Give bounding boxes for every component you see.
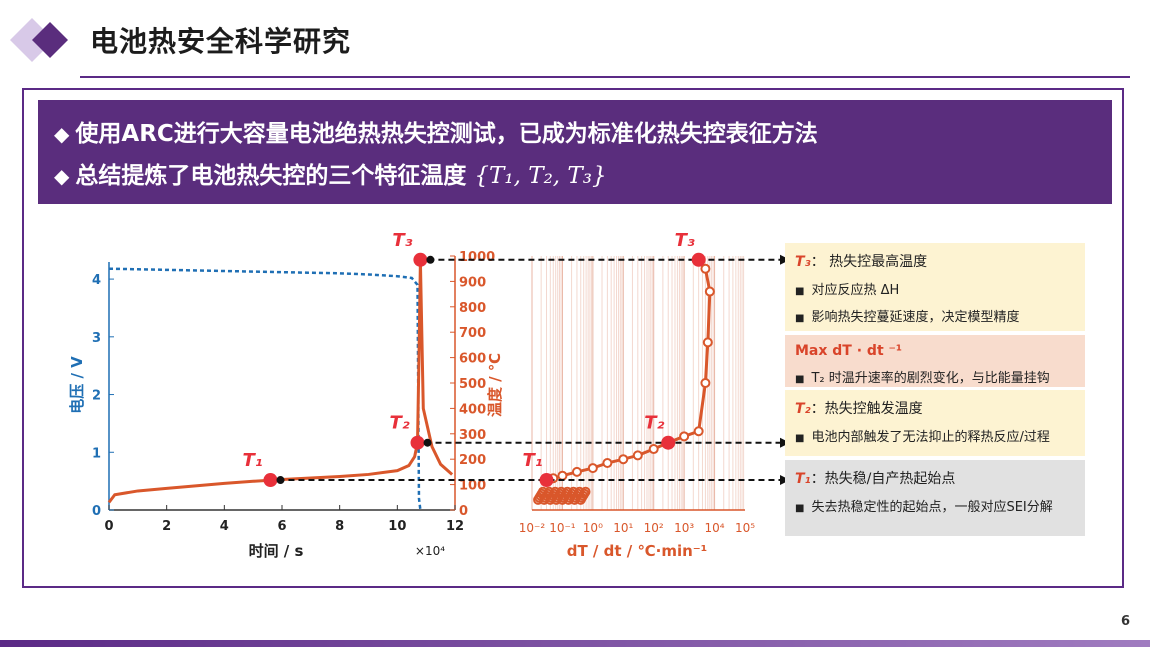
rate-data-point [693,426,704,437]
banner-line-2: ◆ 总结提炼了电池热失控的三个特征温度 {T₁, T₂, T₃} [54,163,607,189]
y-right-tick-label: 700 [459,326,486,341]
y-right-tick-label: 200 [459,453,486,468]
marker-dot-right [539,473,554,488]
y-right-axis-label: 温度 / ℃ [486,353,504,417]
x-tick-label: 0 [104,519,113,534]
t2-info-box: T₂：热失控触发温度 电池内部触发了无法抑止的释热反应/过程 [785,390,1085,456]
marker-dot-left [410,435,425,450]
x-tick-label: 8 [335,519,344,534]
marker-label-right: T₃ [675,230,695,251]
max-rate-label: Max dT · dt ⁻¹ [795,343,903,359]
rate-series-line [546,258,712,482]
t3-info-box: T₃： 热失控最高温度 对应反应热 ΔH 影响热失控蔓延速度，决定模型精度 [785,243,1085,331]
marker-label-left: T₃ [392,230,412,251]
x-multiplier-label: ×10⁴ [415,544,445,558]
summary-banner: ◆ 使用ARC进行大容量电池绝热热失控测试，已成为标准化热失控表征方法 ◆ 总结提炼… [38,100,1112,204]
y-right-tick-label: 800 [459,301,486,316]
marker-dot-right [661,435,676,450]
right-x-tick-label: 10⁰ [583,521,603,535]
y-right-tick-label: 600 [459,352,486,367]
y-left-tick-label: 0 [92,504,101,519]
y-left-tick-label: 4 [92,273,101,288]
rate-data-point [557,470,568,481]
right-x-tick-label: 10⁻¹ [549,521,576,535]
marker-dot-left [413,252,428,267]
y-left-tick-label: 2 [92,389,101,404]
x-tick-label: 10 [388,519,406,534]
page-title: 电池热安全科学研究 [90,25,352,58]
x-tick-label: 4 [220,519,229,534]
rate-data-point [618,454,629,465]
right-x-tick-label: 10² [644,521,664,535]
rate-data-point [571,466,582,477]
x-tick-label: 12 [446,519,464,534]
y-right-tick-label: 1000 [459,250,495,265]
t2-symbol: T₂ [795,401,811,417]
header-divider [80,76,1130,78]
rate-data-point [700,263,711,274]
feature-temperature-set: {T₁, T₂, T₃} [474,163,607,189]
footer-bar [0,640,1150,647]
slide-header: 电池热安全科学研究 [0,0,1150,80]
right-x-tick-label: 10⁵ [735,521,755,535]
y-right-tick-label: 400 [459,402,486,417]
right-x-axis-label: dT / dt / ℃·min⁻¹ [567,542,708,560]
y-right-tick-label: 500 [459,377,486,392]
list-item: 对应反应热 ΔH [795,279,1075,298]
rate-data-point [700,378,711,388]
marker-anchor-dot [426,255,435,264]
t1-symbol: T₁ [795,471,811,487]
marker-dot-right [691,252,706,267]
marker-label-left: T₂ [390,413,410,434]
list-item: 影响热失控蔓延速度，决定模型精度 [795,306,1075,325]
voltage-series-line [108,267,422,511]
y-right-tick-label: 100 [459,479,486,494]
right-x-tick-label: 10³ [674,521,694,535]
y-right-tick-label: 300 [459,428,486,443]
right-x-tick-label: 10⁻² [519,521,546,535]
rate-data-point [704,286,715,297]
rate-data-point [632,450,643,461]
rate-data-point [587,463,598,474]
max-rate-info-box: Max dT · dt ⁻¹ T₂ 时温升速率的剧烈变化，与比能量挂钩 [785,335,1085,387]
diamond-logo-icon [10,18,68,62]
y-right-tick-label: 900 [459,275,486,290]
t1-info-box: T₁：热失稳/自产热起始点 失去热稳定性的起始点，一般对应SEI分解 [785,460,1085,536]
rate-data-point [702,337,713,348]
x-axis-label: 时间 / s [249,542,304,560]
x-tick-label: 6 [277,519,286,534]
t3-symbol: T₃ [795,254,811,270]
right-x-tick-label: 10⁴ [705,521,725,535]
page-number: 6 [1120,614,1130,629]
list-item: 失去热稳定性的起始点，一般对应SEI分解 [795,496,1075,515]
x-tick-label: 2 [162,519,171,534]
diamond-bullet-icon: ◆ [54,164,70,188]
y-left-axis-label: 电压 / V [68,356,86,414]
marker-anchor-dot [423,438,432,447]
marker-anchor-dot [276,476,285,485]
right-chart: 10⁻² 10⁻¹ 10⁰ 10¹ 10² 10³ 10⁴ 10⁵ dT / dt / ℃·m… [519,254,755,560]
right-x-tick-label: 10¹ [613,521,633,535]
rate-data-point [602,458,613,469]
rate-data-point [580,486,591,497]
marker-guide-lines [278,254,790,486]
rate-data-point [648,444,659,455]
marker-dot-left [263,473,278,488]
rate-data-point [679,431,690,442]
diamond-bullet-icon: ◆ [54,122,70,146]
marker-label-right: T₁ [523,450,543,471]
y-right-tick-label: 0 [459,504,468,519]
y-left-tick-label: 3 [92,331,101,346]
list-item: 电池内部触发了无法抑止的释热反应/过程 [795,426,1075,445]
content-frame [22,88,1124,588]
y-left-tick-label: 1 [92,446,101,461]
marker-label-left: T₁ [242,450,262,471]
banner-line-1: ◆ 使用ARC进行大容量电池绝热热失控测试，已成为标准化热失控表征方法 [54,121,818,147]
list-item: T₂ 时温升速率的剧烈变化，与比能量挂钩 [795,367,1075,386]
marker-label-right: T₂ [644,413,664,434]
temperature-series-line [107,261,454,504]
